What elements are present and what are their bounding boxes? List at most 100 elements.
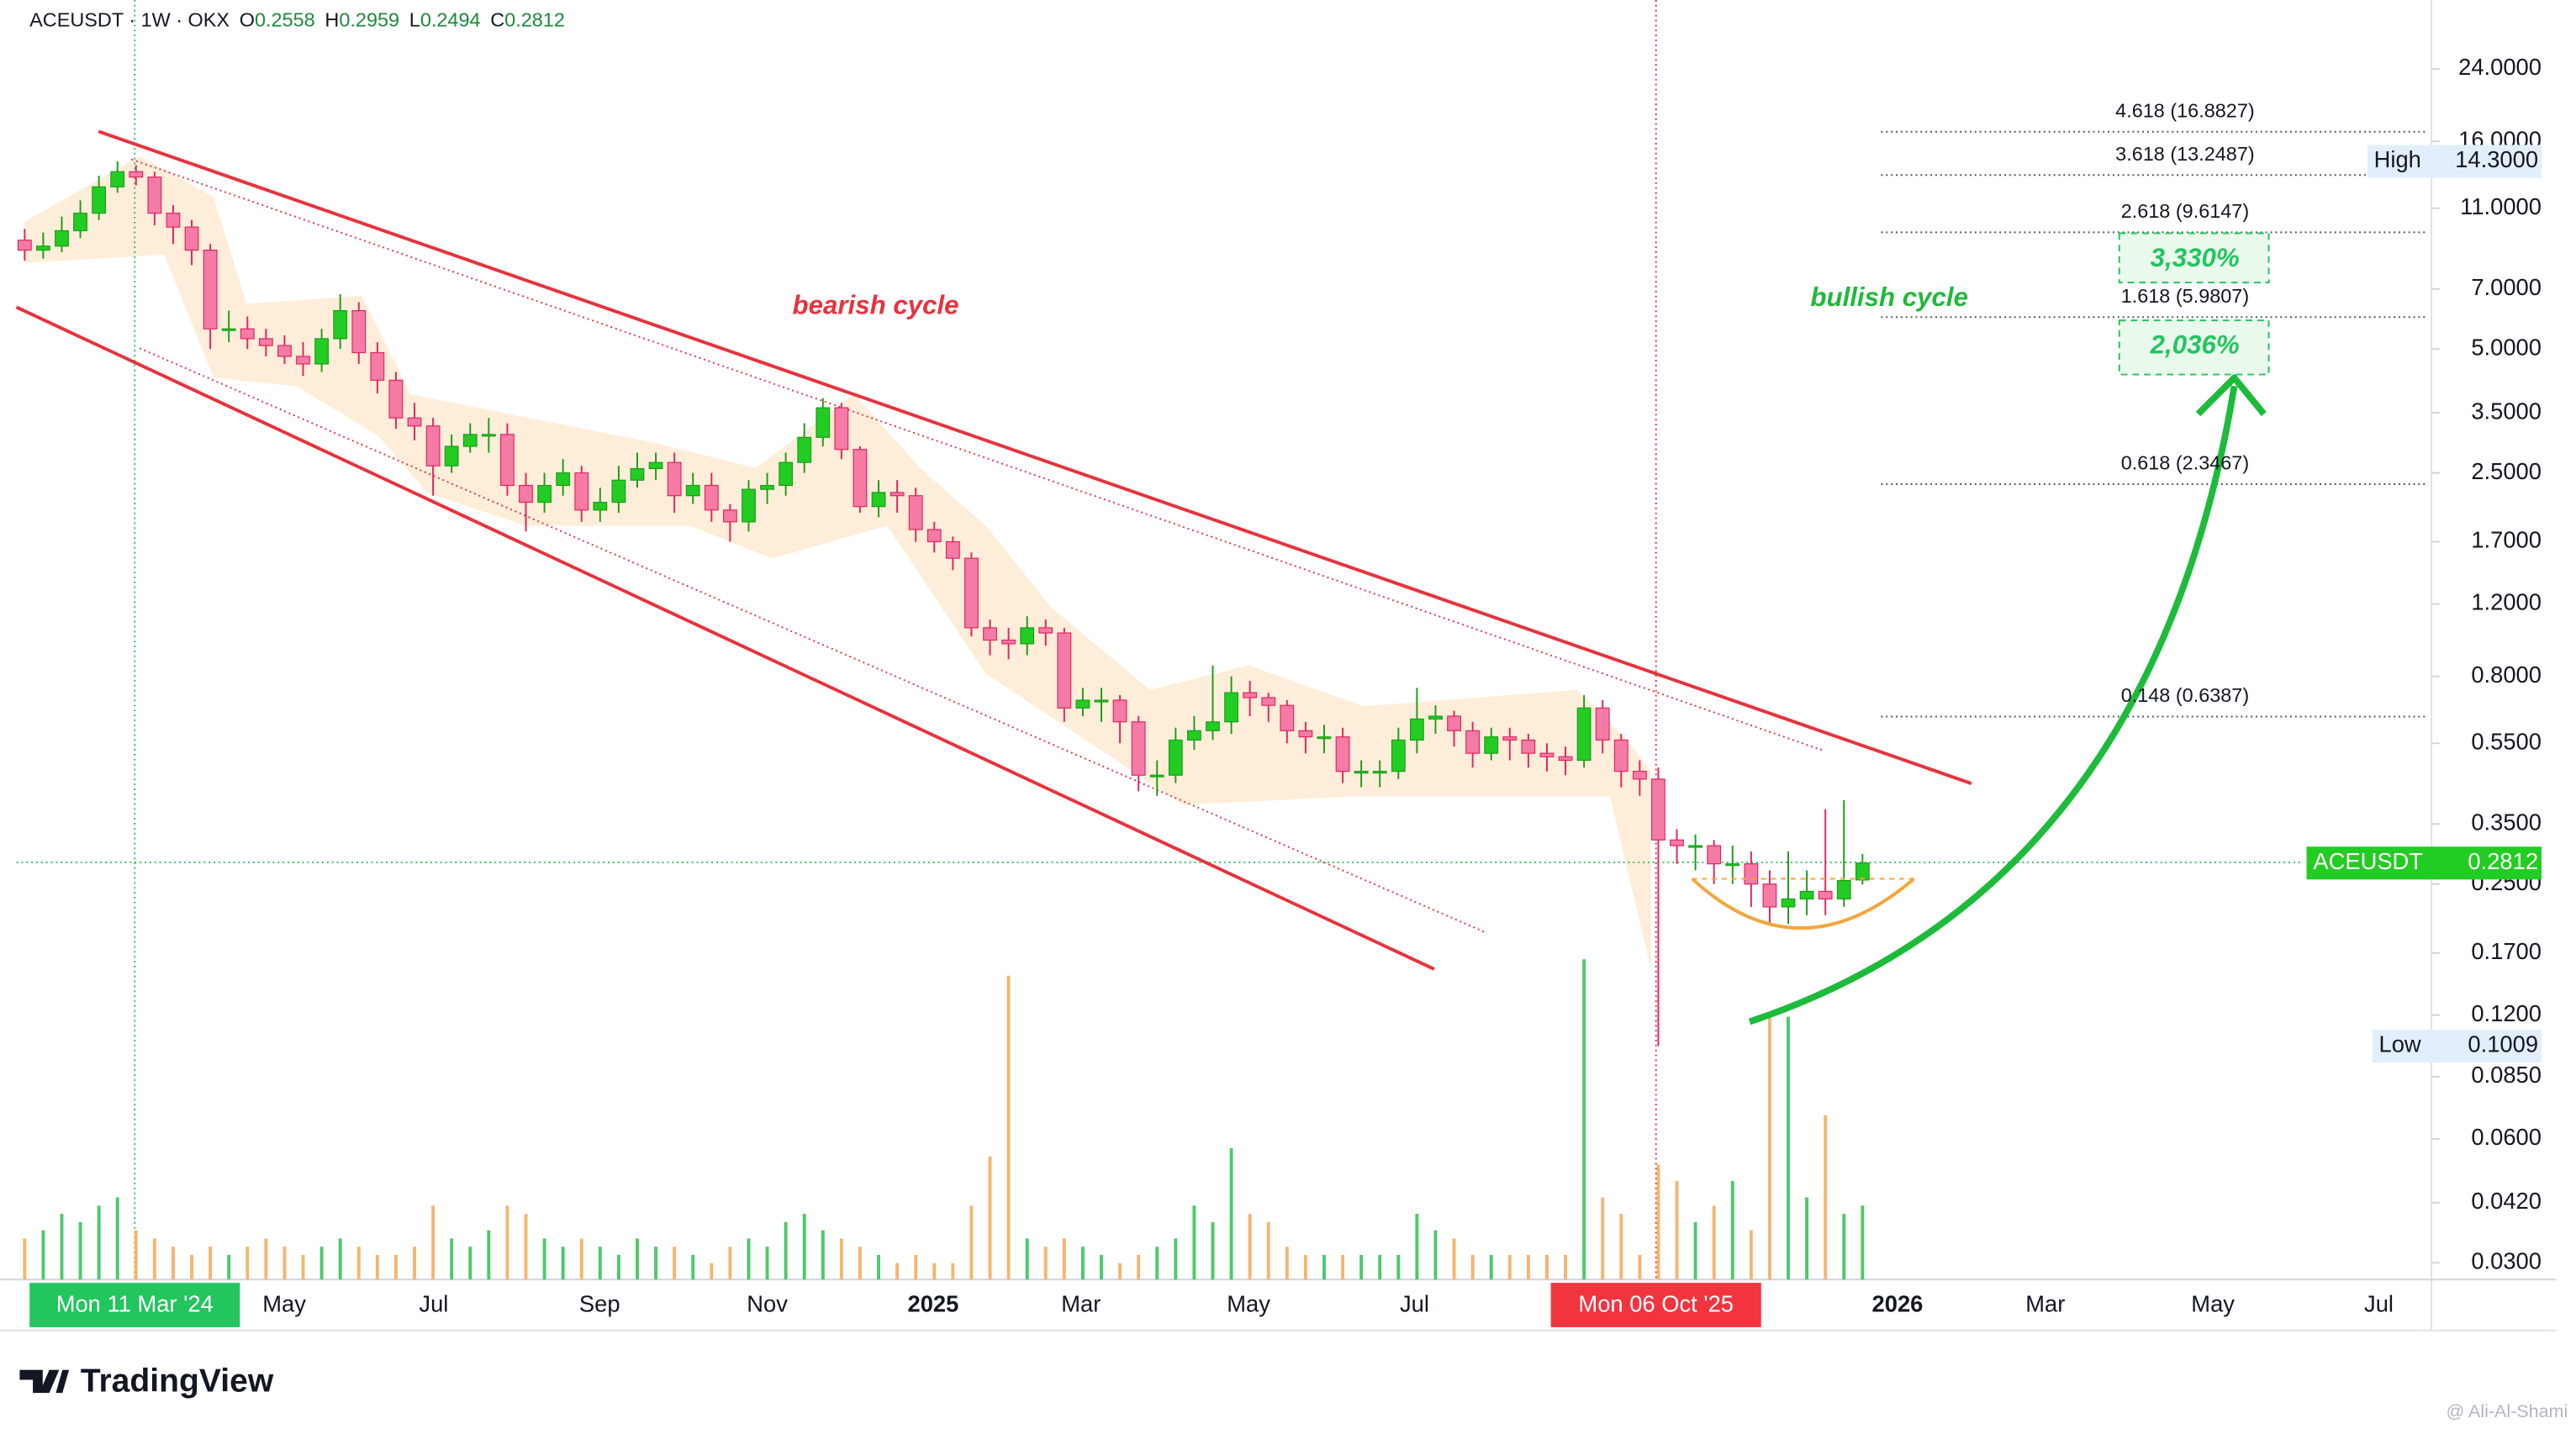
candle-body <box>1799 890 1814 900</box>
volume-bar <box>1322 1254 1326 1280</box>
candle-body <box>166 213 181 228</box>
volume-bar <box>431 1205 435 1280</box>
fib-label: 3.618 (13.2487) <box>2115 143 2255 165</box>
y-tick-label: 11.0000 <box>2460 193 2542 219</box>
trend-band <box>24 156 1651 969</box>
volume-bar <box>1174 1238 1178 1280</box>
candle-body <box>258 338 273 346</box>
price-tag-name: ACEUSDT <box>2313 848 2423 874</box>
candle-body <box>1206 721 1220 731</box>
candle-body <box>1762 883 1777 908</box>
candle-body <box>1187 730 1201 741</box>
candle-body <box>333 309 348 340</box>
x-tick-label: Mar <box>1061 1291 1101 1317</box>
candle-body <box>221 328 236 331</box>
volume-layer <box>23 959 1865 1280</box>
volume-bar <box>1526 1254 1530 1280</box>
volume-bar <box>1155 1247 1159 1280</box>
volume-bar <box>1787 1016 1790 1280</box>
brand: TradingView <box>81 1363 274 1400</box>
candle-body <box>277 345 292 357</box>
volume-bar <box>1712 1205 1716 1280</box>
volume-bar <box>1341 1254 1345 1280</box>
candle-body <box>1539 752 1555 757</box>
volume-bar <box>561 1247 565 1280</box>
candle-layer <box>17 161 1870 1047</box>
y-tick-label: 1.7000 <box>2471 527 2542 553</box>
volume-bar <box>23 1238 27 1280</box>
candle-body <box>1595 707 1610 741</box>
volume-bar <box>301 1254 305 1280</box>
volume-bar <box>691 1254 695 1280</box>
volume-bar <box>1025 1238 1029 1280</box>
candle-body <box>1391 739 1406 772</box>
volume-bar <box>1545 1254 1549 1280</box>
candle-body <box>55 229 69 247</box>
candle-body <box>184 226 199 251</box>
x-tick-label: Jul <box>2364 1291 2394 1317</box>
volume-bar <box>747 1238 751 1280</box>
arrow-head <box>2195 372 2267 417</box>
volume-bar <box>895 1263 900 1280</box>
volume-bar <box>1730 1181 1734 1280</box>
channel-lower <box>15 305 1435 971</box>
candle-body <box>519 484 533 503</box>
candle-body <box>611 479 626 503</box>
volume-bar <box>209 1247 213 1280</box>
candle-body <box>1409 718 1424 741</box>
volume-bar <box>1285 1247 1289 1280</box>
volume-bar <box>505 1205 509 1280</box>
volume-bar <box>190 1254 193 1280</box>
volume-bar <box>1080 1247 1085 1280</box>
volume-bar <box>1266 1221 1270 1280</box>
volume-bar <box>1824 1115 1828 1280</box>
candle-body <box>1707 845 1722 865</box>
y-tick-label: 0.1700 <box>2471 938 2542 964</box>
candle-body <box>1521 739 1536 754</box>
candle-body <box>1447 715 1461 731</box>
channel-inner <box>131 158 1824 751</box>
candle-body <box>240 328 255 340</box>
candle-body <box>407 417 422 427</box>
candle-body <box>1224 692 1238 723</box>
y-tick-label: 1.2000 <box>2471 589 2542 615</box>
volume-bar <box>1303 1254 1307 1280</box>
candle-body <box>871 492 886 508</box>
volume-bar <box>413 1247 416 1280</box>
overlay-layer: 3,330% 2,036% bearish cycle bullish cycl… <box>19 9 2568 1421</box>
ohlc-key: H <box>325 9 339 31</box>
candle-body <box>500 434 515 487</box>
volume-bar <box>1415 1214 1419 1280</box>
volume-bar <box>616 1254 620 1280</box>
candle-body <box>1112 699 1127 723</box>
candle-body <box>593 501 608 511</box>
bearish-label: bearish cycle <box>793 291 959 320</box>
candle-body <box>945 540 960 559</box>
ohlc-value: 0.2494 <box>420 9 481 31</box>
bullish-label: bullish cycle <box>1810 282 1968 312</box>
brand-icon <box>19 1369 70 1394</box>
volume-bar <box>1137 1254 1141 1280</box>
volume-bar <box>1619 1214 1623 1280</box>
candle-body <box>1020 627 1035 645</box>
volume-bar <box>1062 1238 1066 1280</box>
volume-bar <box>932 1263 937 1280</box>
price-tag <box>2372 1029 2542 1063</box>
candle-body <box>1725 863 1740 867</box>
fib-label: 0.618 (2.3467) <box>2121 452 2249 474</box>
volume-bar <box>951 1263 955 1280</box>
candle-body <box>1632 771 1647 780</box>
candle-body <box>203 250 218 330</box>
candle-body <box>630 467 645 481</box>
price-tag-value: 0.1009 <box>2468 1031 2538 1057</box>
volume-bar <box>282 1247 287 1280</box>
candle-body <box>1372 771 1387 774</box>
candle-body <box>1836 879 1851 900</box>
candle-body <box>1317 736 1332 740</box>
x-tick-label: Jul <box>419 1291 448 1317</box>
ohlc-value: 0.2558 <box>255 9 315 31</box>
candle-body <box>129 171 144 178</box>
candle-body <box>388 379 404 419</box>
volume-bar <box>1433 1230 1438 1280</box>
